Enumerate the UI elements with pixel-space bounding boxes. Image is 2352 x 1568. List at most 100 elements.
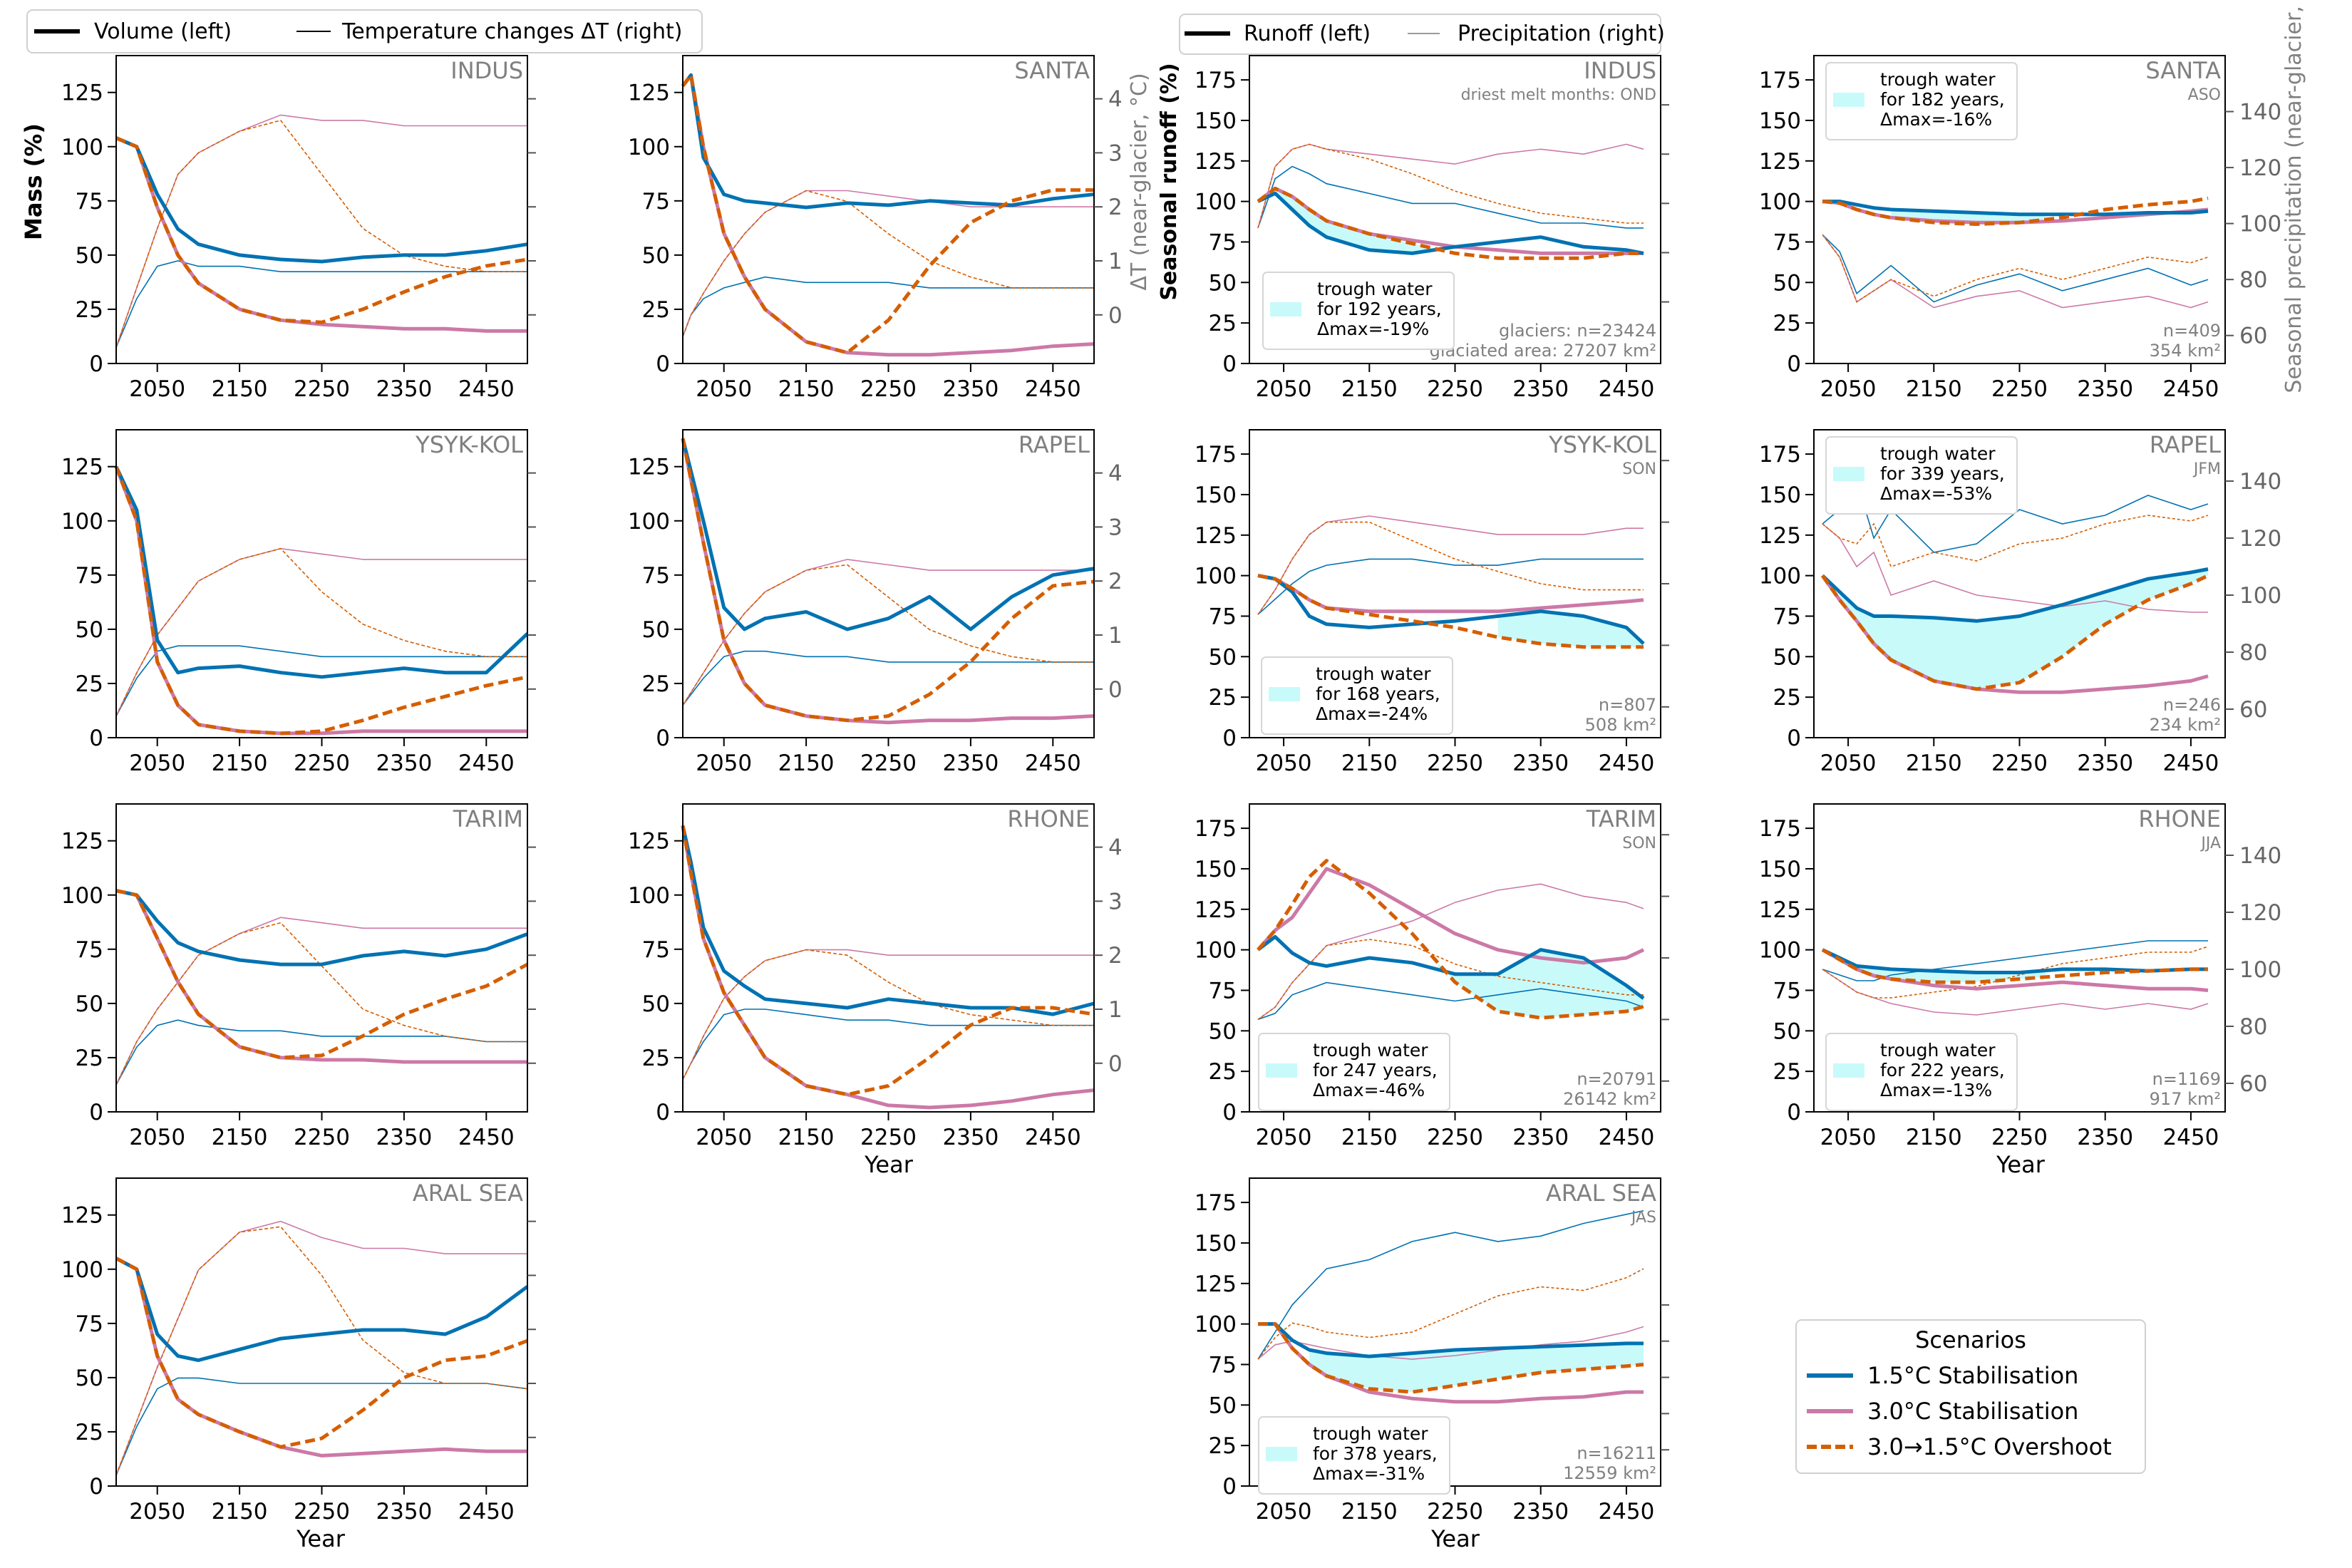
mass-santa-ytick-right-label: 0 (1108, 303, 1123, 329)
runoff-aral-sea-xtick-label: 2150 (1341, 1499, 1398, 1525)
mass-aral-sea-xtick-label: 2150 (212, 1499, 268, 1525)
mass-indus-xtick-label: 2450 (458, 376, 515, 402)
mass-ysyk-kol-xtick-label: 2450 (458, 751, 515, 776)
runoff-indus-xtick-label: 2450 (1598, 376, 1654, 402)
runoff-tarim-trough-text-2: for 247 years, (1313, 1060, 1438, 1080)
mass-indus-panel: 0 25 50 75 100 125 2050 2150 2250 2350 2450 INDUS (61, 55, 536, 402)
mass-rhone-volume-over-line (681, 825, 1095, 1097)
runoff-santa-xtick-label: 2450 (2162, 376, 2219, 402)
runoff-rhone-xtick-label: 2050 (1820, 1125, 1877, 1150)
runoff-santa-xtick-label: 2150 (1906, 376, 1962, 402)
runoff-ysyk-kol-ytick-label: 125 (1195, 523, 1237, 549)
runoff-ysyk-kol-xtick-label: 2350 (1512, 751, 1569, 776)
runoff-rapel-trough-fill (1840, 569, 2208, 689)
runoff-aral-sea-ytick-label: 175 (1195, 1190, 1237, 1216)
mass-santa-xtick-label: 2350 (942, 376, 999, 402)
runoff-rhone-ytick-right-label: 100 (2239, 957, 2281, 983)
mass-ysyk-kol-volume-over-line (114, 465, 528, 736)
mass-santa-ytick-right-label: 1 (1108, 249, 1123, 274)
mass-indus-xtick-label: 2050 (129, 376, 185, 402)
mass-tarim-ytick-label: 0 (89, 1100, 103, 1125)
mass-tarim-temp-s15-line (115, 1019, 527, 1085)
runoff-ysyk-kol-trough-fill (1497, 611, 1644, 647)
runoff-santa-stats-area: 354 km² (2150, 341, 2221, 361)
runoff-rhone-ytick-right-label: 140 (2239, 843, 2281, 869)
mass-indus-ytick-label: 50 (76, 243, 103, 269)
runoff-rapel-ytick-right-label: 80 (2239, 640, 2267, 666)
runoff-tarim-xtick-label: 2450 (1598, 1125, 1654, 1150)
runoff-santa-ytick-label: 175 (1759, 68, 1801, 93)
runoff-tarim-trough-swatch (1266, 1063, 1297, 1078)
mass-santa-temp-over-line (682, 190, 1094, 337)
mass-indus-frame (115, 55, 528, 364)
mass-ylabel: Mass (%) (20, 123, 47, 240)
runoff-rapel-stats-count: n=246 (2163, 695, 2221, 715)
mass-rapel-xtick-label: 2150 (778, 751, 835, 776)
runoff-ysyk-kol-panel: 0 25 50 75 100 125 150 175 2050 2150 2250 2350 2450 Y… (1195, 429, 1669, 776)
mass-rapel-xtick-label: 2450 (1025, 751, 1081, 776)
mass-indus-volume-s30-line (115, 136, 527, 333)
runoff-ysyk-kol-xtick-label: 2250 (1427, 751, 1483, 776)
runoff-ysyk-kol-season-label: SON (1622, 460, 1656, 478)
mass-ysyk-kol-xtick-label: 2150 (212, 751, 268, 776)
mass-tarim-ytick-label: 100 (61, 883, 103, 909)
mass-santa-xtick-label: 2150 (778, 376, 835, 402)
mass-rhone-ytick-label: 125 (628, 829, 670, 855)
runoff-santa-ytick-right-label: 120 (2239, 155, 2281, 181)
legend-runoff-label: Runoff (left) (1244, 21, 1371, 46)
mass-aral-sea-xtick-label: 2350 (376, 1499, 432, 1525)
runoff-rhone-panel: 0 25 50 75 100 125 150 175 2050 2150 2250 2350 2450 6… (1759, 803, 2281, 1150)
runoff-tarim-basin-label: TARIM (1586, 805, 1656, 832)
runoff-tarim-season-label: SON (1622, 835, 1656, 852)
runoff-rapel-trough-text-2: for 339 years, (1880, 463, 2005, 484)
runoff-santa-ytick-label: 75 (1773, 229, 1801, 255)
mass-aral-sea-volume-over-line (115, 1257, 528, 1449)
mass-tarim-volume-s15-line (115, 889, 528, 966)
runoff-ysyk-kol-ytick-label: 150 (1195, 483, 1237, 508)
runoff-rapel-panel: 0 25 50 75 100 125 150 175 2050 2150 2250 2350 2450 6… (1759, 429, 2281, 776)
runoff-rhone-xtick-label: 2150 (1906, 1125, 1962, 1150)
legend-s15-label: 1.5°C Stabilisation (1867, 1362, 2078, 1389)
runoff-rapel-xtick-label: 2250 (1991, 751, 2048, 776)
runoff-indus-trough-swatch (1270, 302, 1301, 316)
runoff-ysyk-kol-xtick-label: 2150 (1341, 751, 1398, 776)
mass-rhone-volume-s30-line (681, 825, 1095, 1110)
mass-aral-sea-ytick-label: 75 (76, 1311, 103, 1337)
runoff-rapel-ytick-label: 125 (1759, 523, 1801, 549)
mass-ysyk-kol-ytick-label: 75 (76, 563, 103, 589)
runoff-ysyk-kol-runoff-s30-line (1257, 574, 1644, 614)
mass-rapel-ytick-right-label: 3 (1108, 515, 1123, 540)
runoff-aral-sea-basin-label: ARAL SEA (1546, 1180, 1656, 1207)
mass-ysyk-kol-ytick-label: 125 (61, 455, 103, 480)
mass-santa-ytick-label: 75 (642, 189, 670, 215)
mass-rapel-ytick-right-label: 4 (1108, 461, 1123, 487)
runoff-rhone-stats-area: 917 km² (2150, 1089, 2221, 1109)
runoff-rapel-xtick-label: 2050 (1820, 751, 1877, 776)
mass-rapel-ytick-label: 100 (628, 509, 670, 535)
mass-rhone-temp-over-line (682, 949, 1094, 1080)
runoff-aral-sea-ytick-label: 0 (1222, 1474, 1237, 1500)
runoff-ylabel: Seasonal runoff (%) (1157, 63, 1182, 300)
mass-ysyk-kol-ytick-label: 100 (61, 509, 103, 535)
runoff-aral-sea-trough-swatch (1266, 1447, 1297, 1461)
runoff-rhone-precip-s15-line (1822, 940, 2208, 981)
runoff-rapel-ytick-label: 175 (1759, 442, 1801, 468)
mass-aral-sea-ytick-label: 25 (76, 1420, 103, 1445)
runoff-rapel-xtick-label: 2450 (2162, 751, 2219, 776)
mass-ysyk-kol-panel: 0 25 50 75 100 125 2050 2150 2250 2350 2450 YSYK-KO… (61, 429, 536, 776)
runoff-ysyk-kol-ytick-label: 0 (1222, 726, 1237, 751)
mass-santa-ytick-label: 125 (628, 81, 670, 106)
runoff-indus-panel: 0 25 50 75 100 125 150 175 2050 2150 2250 2350 2450 I… (1195, 55, 1669, 402)
runoff-tarim-runoff-s15-line (1257, 934, 1645, 1000)
mass-santa-volume-s15-line (681, 73, 1095, 210)
mass-indus-temp-s15-line (115, 260, 527, 348)
runoff-ysyk-kol-precip-s15-line (1257, 558, 1644, 615)
runoff-santa-xtick-label: 2350 (2077, 376, 2133, 402)
mass-rapel-xtick-label: 2050 (696, 751, 752, 776)
mass-rhone-ytick-label: 75 (642, 937, 670, 963)
runoff-indus-ytick-label: 75 (1209, 229, 1237, 255)
mass-ysyk-kol-basin-label: YSYK-KOL (415, 431, 523, 458)
mass-rhone-temp-s15-line (682, 1009, 1094, 1080)
